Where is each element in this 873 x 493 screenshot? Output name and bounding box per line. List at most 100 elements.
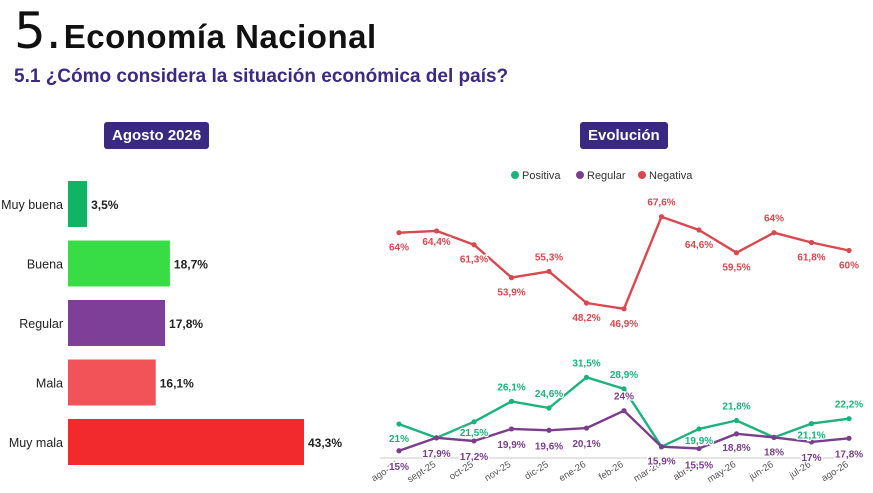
data-label: 19,6% — [535, 441, 563, 452]
data-point — [696, 426, 702, 432]
data-point — [508, 398, 515, 404]
legend-label: Negativa — [649, 170, 693, 182]
bar-category-label: Muy buena — [1, 198, 63, 212]
bar-value-label: 17,8% — [169, 317, 203, 331]
bar-chart-badge: Agosto 2026 — [104, 122, 210, 149]
data-label: 31,5% — [572, 358, 600, 369]
bar-value-label: 16,1% — [160, 377, 194, 391]
x-tick-label: dic-25 — [523, 459, 551, 482]
data-label: 64% — [764, 214, 784, 225]
data-label: 64,6% — [685, 240, 713, 251]
data-label: 55,3% — [535, 252, 563, 263]
data-point — [733, 250, 740, 256]
legend-label: Regular — [587, 170, 626, 182]
data-label: 20,1% — [572, 439, 600, 450]
legend-marker — [576, 171, 584, 179]
data-point — [771, 434, 777, 440]
data-label: 28,9% — [610, 370, 638, 381]
data-point — [771, 230, 777, 236]
data-label: 19,9% — [497, 440, 525, 451]
data-label: 15,9% — [647, 457, 675, 468]
data-label: 18% — [764, 447, 784, 458]
data-label: 67,6% — [647, 198, 675, 209]
data-label: 19,9% — [685, 436, 713, 447]
data-label: 61,3% — [460, 255, 488, 266]
data-point — [508, 275, 515, 281]
legend-marker — [638, 171, 646, 179]
data-label: 26,1% — [497, 382, 525, 393]
data-label: 53,9% — [497, 288, 525, 299]
data-point — [621, 386, 627, 392]
bar — [68, 419, 304, 465]
data-point — [696, 445, 702, 452]
x-tick-label: jun-26 — [747, 459, 776, 483]
data-point — [546, 427, 552, 433]
line-chart-badge: Evolución — [580, 122, 668, 149]
data-point — [583, 300, 590, 306]
data-point — [846, 435, 852, 441]
data-point — [621, 408, 627, 414]
data-point — [546, 268, 552, 275]
bar-category-label: Mala — [36, 377, 63, 391]
data-label: 21,1% — [797, 431, 825, 442]
data-point — [433, 228, 440, 234]
x-tick-label: feb-26 — [597, 459, 626, 483]
bar — [68, 240, 170, 287]
data-point — [733, 417, 740, 424]
x-tick-label: ago-26 — [820, 459, 851, 484]
bar-category-label: Regular — [19, 317, 63, 331]
bar — [68, 359, 156, 406]
data-label: 46,9% — [610, 319, 638, 330]
data-point — [546, 405, 552, 411]
data-point — [808, 239, 815, 246]
data-point — [471, 242, 477, 248]
data-point — [508, 426, 515, 432]
section-number: 5. — [14, 2, 62, 60]
data-point — [471, 438, 477, 444]
data-point — [696, 227, 702, 233]
data-label: 18,8% — [722, 443, 750, 454]
legend-label: Positiva — [522, 170, 561, 182]
data-label: 60% — [839, 261, 859, 272]
data-label: 15,5% — [685, 461, 713, 472]
bar-value-label: 18,7% — [174, 258, 208, 272]
legend-marker — [511, 171, 519, 179]
data-point — [808, 439, 815, 445]
data-point — [396, 448, 402, 454]
data-point — [658, 214, 665, 220]
data-point — [808, 421, 815, 427]
data-label: 21% — [389, 434, 409, 445]
data-point — [583, 425, 590, 431]
bar-value-label: 43,3% — [308, 436, 342, 450]
data-label: 17,9% — [422, 449, 450, 460]
bar-category-label: Muy mala — [9, 436, 63, 450]
data-point — [396, 421, 402, 427]
x-tick-label: ene-26 — [557, 459, 588, 484]
data-label: 15% — [389, 462, 409, 473]
data-label: 17% — [801, 453, 821, 464]
bar — [68, 181, 88, 227]
data-label: 17,8% — [835, 449, 863, 460]
data-point — [846, 247, 852, 254]
data-point — [471, 419, 477, 425]
data-label: 22,2% — [835, 400, 863, 411]
data-point — [583, 374, 590, 380]
data-label: 21,5% — [460, 428, 488, 439]
x-tick-label: sept-25 — [405, 459, 438, 485]
bar — [68, 300, 166, 346]
page-title: 5. Economía Nacional — [14, 2, 377, 60]
data-point — [658, 444, 665, 450]
bar-value-label: 3,5% — [91, 198, 119, 212]
data-point — [396, 230, 402, 236]
section-title: Economía Nacional — [63, 18, 377, 55]
data-label: 17,2% — [460, 452, 488, 463]
data-point — [846, 416, 852, 422]
data-label: 61,8% — [797, 252, 825, 263]
question-subtitle: 5.1 ¿Cómo considera la situación económi… — [14, 66, 509, 87]
data-label: 59,5% — [722, 263, 750, 274]
data-label: 48,2% — [572, 313, 600, 324]
data-label: 64,4% — [422, 237, 450, 248]
bar-category-label: Buena — [27, 258, 63, 272]
data-label: 24,6% — [535, 389, 563, 400]
